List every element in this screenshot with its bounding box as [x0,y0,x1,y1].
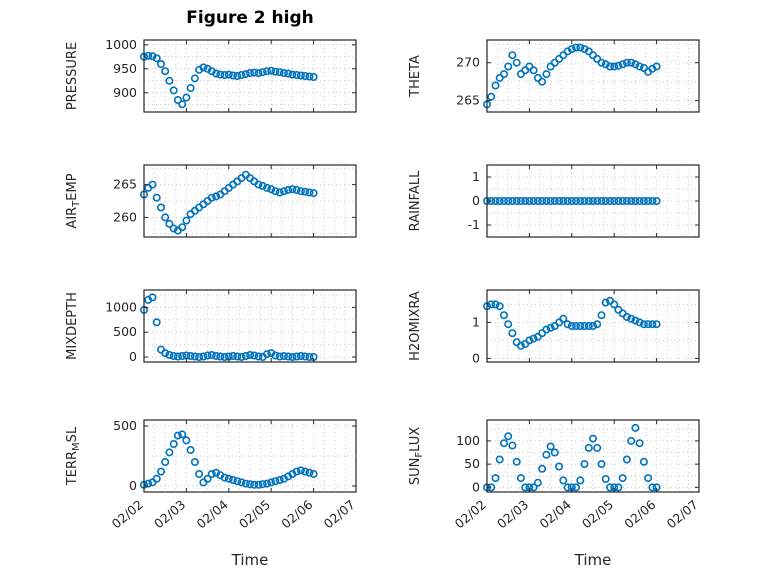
subplot-rainfall: -1 0 1 RAINFALL [408,164,700,238]
svg-text:02/04: 02/04 [193,497,230,532]
svg-text:-1: -1 [468,217,480,232]
svg-text:265: 265 [456,93,480,108]
subplot-air-temp: 260 265 AIRTEMP [65,164,357,238]
svg-text:02/03: 02/03 [151,497,188,532]
svg-text:50: 50 [464,456,480,471]
svg-text:0: 0 [472,193,480,208]
svg-text:0: 0 [129,478,137,493]
ylabel-pressure: PRESSURE [65,42,80,110]
svg-text:260: 260 [113,209,137,224]
svg-text:1000: 1000 [105,37,137,52]
svg-text:0: 0 [472,479,480,494]
svg-text:02/07: 02/07 [664,497,701,532]
svg-text:1000: 1000 [105,299,137,314]
svg-text:02/05: 02/05 [236,497,273,532]
svg-text:02/05: 02/05 [579,497,616,532]
svg-text:02/03: 02/03 [494,497,531,532]
svg-text:02/06: 02/06 [278,497,315,532]
svg-text:1: 1 [472,314,480,329]
svg-text:500: 500 [113,324,137,339]
svg-text:02/02: 02/02 [109,497,146,532]
subplot-theta: 265 270 THETA [408,39,700,113]
x-axis-label-right: Time [574,551,612,569]
ylabel-h2omixra: H2OMIXRA [408,291,423,361]
ylabel-rainfall: RAINFALL [408,170,423,231]
ylabel-sun-flux: SUNFLUX [408,427,425,485]
subplot-mixdepth: 0 500 1000 MIXDEPTH [65,289,357,364]
svg-text:02/07: 02/07 [321,497,358,532]
svg-text:500: 500 [113,418,137,433]
ylabel-air-temp: AIRTEMP [65,173,82,228]
svg-text:900: 900 [113,85,137,100]
svg-text:02/02: 02/02 [452,497,489,532]
svg-text:0: 0 [129,349,137,364]
svg-text:270: 270 [456,55,480,70]
ylabel-terr-msl: TERRMSL [65,426,82,486]
svg-text:265: 265 [113,177,137,192]
svg-text:950: 950 [113,61,137,76]
x-axis-label-left: Time [231,551,269,569]
subplot-sun-flux: 0 50 100 02/02 02/03 02/04 02/05 02/06 02/07 SUNF… [408,419,701,532]
svg-text:100: 100 [456,433,480,448]
ylabel-mixdepth: MIXDEPTH [65,292,80,360]
subplot-terr-msl: 0 500 02/02 02/03 02/04 02/05 02/06 02/07 TERRMS… [65,418,358,532]
svg-text:02/06: 02/06 [621,497,658,532]
figure-title: Figure 2 high [186,8,314,28]
svg-text:02/04: 02/04 [536,497,573,532]
svg-text:0: 0 [472,350,480,365]
ylabel-theta: THETA [408,55,423,98]
subplot-h2omixra: 0 1 H2OMIXRA [408,289,700,365]
svg-text:1: 1 [472,169,480,184]
subplot-pressure: 900 950 1000 PRESSURE [65,37,357,113]
